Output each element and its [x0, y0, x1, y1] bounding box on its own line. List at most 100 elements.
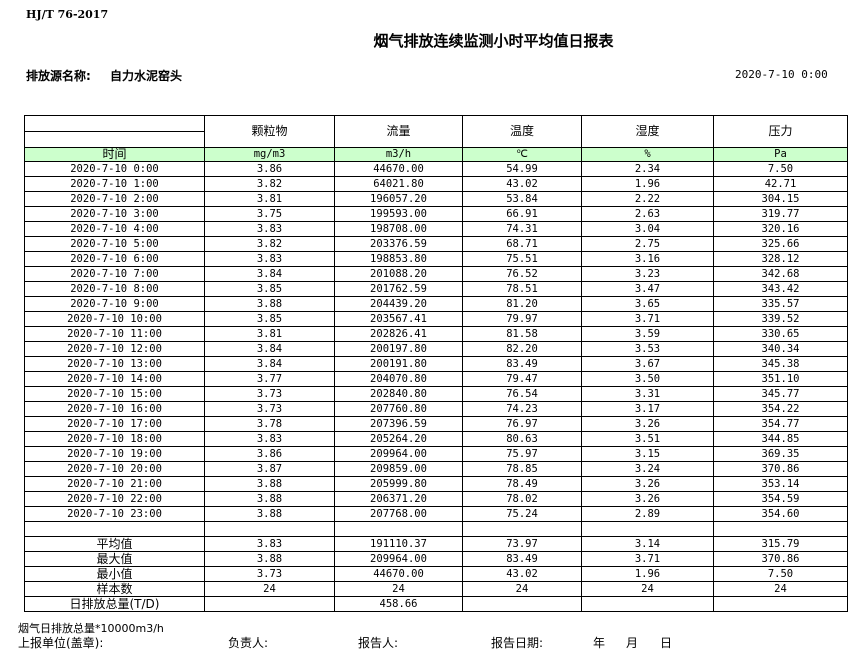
source-label: 排放源名称: [26, 69, 91, 83]
value-cell: 354.59 [713, 491, 848, 507]
value-cell: 3.67 [581, 356, 714, 372]
value-cell: 76.54 [462, 386, 582, 402]
value-cell: 66.91 [462, 206, 582, 222]
value-cell: 68.71 [462, 236, 582, 252]
stat-value: 458.66 [334, 596, 463, 612]
value-cell: 2.63 [581, 206, 714, 222]
value-cell: 340.34 [713, 341, 848, 357]
footer-note: 烟气日排放总量*10000m3/h [18, 622, 164, 635]
table-row: 2020-7-10 12:00 3.84 200197.80 82.20 3.53 340… [24, 341, 848, 357]
stat-label: 最大值 [24, 551, 205, 567]
stat-value: 73.97 [462, 536, 582, 552]
value-cell: 82.20 [462, 341, 582, 357]
time-cell: 2020-7-10 22:00 [24, 491, 205, 507]
table-row: 2020-7-10 7:00 3.84 201088.20 76.52 3.23 342.… [24, 266, 848, 282]
value-cell: 196057.20 [334, 191, 463, 207]
value-cell: 3.59 [581, 326, 714, 342]
stat-value: 24 [462, 581, 582, 597]
value-cell: 3.85 [204, 281, 335, 297]
value-cell: 3.83 [204, 251, 335, 267]
time-cell: 2020-7-10 2:00 [24, 191, 205, 207]
value-cell: 3.26 [581, 416, 714, 432]
value-cell: 3.88 [204, 506, 335, 522]
value-cell: 3.15 [581, 446, 714, 462]
stat-value: 370.86 [713, 551, 848, 567]
time-cell: 2020-7-10 12:00 [24, 341, 205, 357]
value-cell: 325.66 [713, 236, 848, 252]
table-row: 2020-7-10 5:00 3.82 203376.59 68.71 2.75 325.… [24, 236, 848, 252]
value-cell: 3.24 [581, 461, 714, 477]
value-cell: 78.49 [462, 476, 582, 492]
stat-value [713, 596, 848, 612]
unit-row: 时间 mg/m3 m3/h ℃% Pa [24, 147, 848, 162]
value-cell: 3.83 [204, 221, 335, 237]
value-cell: 330.65 [713, 326, 848, 342]
value-cell: 76.97 [462, 416, 582, 432]
value-cell: 345.38 [713, 356, 848, 372]
value-cell: 3.84 [204, 341, 335, 357]
value-cell: 3.78 [204, 416, 335, 432]
corner-cell [24, 131, 205, 148]
report-date-label: 报告日期: [491, 636, 544, 650]
month-label: 月 [626, 636, 639, 650]
value-cell: 54.99 [462, 161, 582, 177]
stat-value: 24 [713, 581, 848, 597]
value-cell: 44670.00 [334, 161, 463, 177]
table-row: 2020-7-10 3:00 3.75 199593.00 66.91 2.63 319.… [24, 206, 848, 222]
time-cell: 2020-7-10 9:00 [24, 296, 205, 312]
time-cell: 2020-7-10 16:00 [24, 401, 205, 417]
table-row: 2020-7-10 6:00 3.83 198853.80 75.51 3.16 328.… [24, 251, 848, 267]
time-cell: 2020-7-10 20:00 [24, 461, 205, 477]
value-cell: 354.77 [713, 416, 848, 432]
value-cell: 75.51 [462, 251, 582, 267]
value-cell: 3.86 [204, 161, 335, 177]
column-header: 流量 [334, 115, 463, 148]
table-row: 2020-7-10 0:00 3.86 44670.00 54.99 2.34 7.50 [24, 161, 848, 177]
stat-value: 24 [334, 581, 463, 597]
value-cell: 3.81 [204, 326, 335, 342]
value-cell: 81.20 [462, 296, 582, 312]
value-cell: 353.14 [713, 476, 848, 492]
value-cell: 2.89 [581, 506, 714, 522]
value-cell: 202826.41 [334, 326, 463, 342]
table-row: 2020-7-10 18:00 3.83 205264.20 80.63 3.51 344… [24, 431, 848, 447]
value-cell: 78.85 [462, 461, 582, 477]
stat-value: 83.49 [462, 551, 582, 567]
standard-code: HJ/T 76-2017 [26, 8, 109, 21]
table-row: 2020-7-10 1:00 3.82 64021.80 43.02 1.96 42.71 [24, 176, 848, 192]
responsible-label: 负责人: [228, 636, 269, 650]
value-cell: 3.87 [204, 461, 335, 477]
value-cell: 2.75 [581, 236, 714, 252]
value-cell: 3.23 [581, 266, 714, 282]
value-cell: 343.42 [713, 281, 848, 297]
empty-cell [581, 521, 714, 537]
value-cell: 342.68 [713, 266, 848, 282]
value-cell: 3.26 [581, 491, 714, 507]
unit-cell: % [581, 147, 714, 162]
table-row: 2020-7-10 20:00 3.87 209859.00 78.85 3.24 370… [24, 461, 848, 477]
stat-value [581, 596, 714, 612]
value-cell: 81.58 [462, 326, 582, 342]
value-cell: 207768.00 [334, 506, 463, 522]
unit-cell: mg/m3 [204, 147, 335, 162]
stat-value: 1.96 [581, 566, 714, 582]
value-cell: 200191.80 [334, 356, 463, 372]
stat-label: 样本数 [24, 581, 205, 597]
time-cell: 2020-7-10 11:00 [24, 326, 205, 342]
value-cell: 204439.20 [334, 296, 463, 312]
table-row: 2020-7-10 4:00 3.83 198708.00 74.31 3.04 320.… [24, 221, 848, 237]
value-cell: 74.23 [462, 401, 582, 417]
column-header: 压力 [713, 115, 848, 148]
reporting-unit-label: 上报单位(盖章): [18, 636, 104, 650]
value-cell: 3.82 [204, 176, 335, 192]
time-cell: 2020-7-10 5:00 [24, 236, 205, 252]
value-cell: 335.57 [713, 296, 848, 312]
stat-row: 日排放总量(T/D) 458.66 [24, 596, 848, 612]
value-cell: 3.04 [581, 221, 714, 237]
value-cell: 75.24 [462, 506, 582, 522]
table-row: 2020-7-10 8:00 3.85 201762.59 78.51 3.47 343.… [24, 281, 848, 297]
stat-value: 3.83 [204, 536, 335, 552]
time-cell: 2020-7-10 4:00 [24, 221, 205, 237]
value-cell: 198853.80 [334, 251, 463, 267]
stat-row: 最大值 3.88 209964.00 83.49 3.71 370.86 [24, 551, 848, 567]
